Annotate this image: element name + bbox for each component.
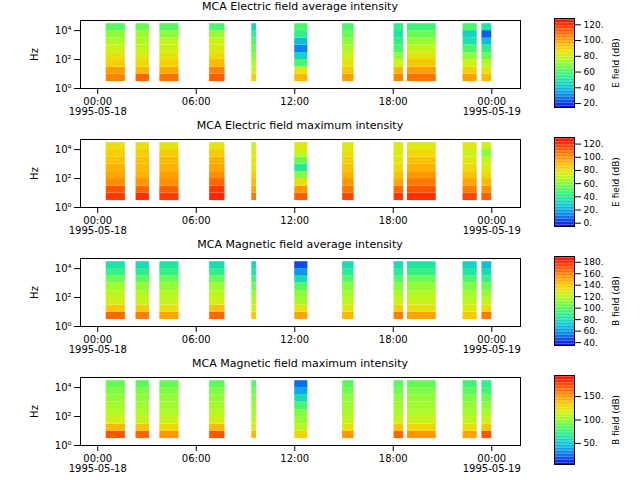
svg-text:B field (dB): B field (dB): [611, 395, 621, 445]
svg-text:12:00: 12:00: [280, 215, 309, 226]
svg-text:00:001995-05-19: 00:001995-05-19: [463, 334, 521, 355]
svg-text:06:00: 06:00: [182, 96, 211, 107]
svg-text:06:00: 06:00: [182, 334, 211, 345]
svg-text:120.: 120.: [584, 139, 604, 149]
svg-text:Hz: Hz: [29, 405, 40, 418]
svg-text:Hz: Hz: [29, 167, 40, 180]
svg-text:20.: 20.: [584, 98, 598, 108]
svg-text:18:00: 18:00: [379, 334, 408, 345]
svg-text:00:001995-05-19: 00:001995-05-19: [463, 215, 521, 236]
svg-text:80.: 80.: [584, 315, 598, 325]
svg-text:18:00: 18:00: [379, 453, 408, 464]
html-text:MCA Electric field average int: MCA Electric field average intensity: [202, 0, 398, 13]
svg-text:10⁴: 10⁴: [55, 382, 72, 393]
svg-text:150.: 150.: [584, 391, 604, 401]
svg-text:E field (dB): E field (dB): [611, 38, 621, 88]
svg-text:Hz: Hz: [29, 48, 40, 61]
svg-text:60.: 60.: [584, 179, 598, 189]
svg-text:10²: 10²: [55, 54, 72, 65]
svg-text:00:001995-05-18: 00:001995-05-18: [69, 453, 127, 474]
svg-text:Hz: Hz: [29, 286, 40, 299]
svg-text:120.: 120.: [584, 20, 604, 30]
svg-text:10²: 10²: [55, 411, 72, 422]
svg-text:0.: 0.: [584, 218, 593, 228]
svg-text:60.: 60.: [584, 326, 598, 336]
svg-text:60: 60: [584, 67, 596, 77]
html-text:MCA Electric field maximum int: MCA Electric field maximum intensity: [196, 119, 404, 132]
svg-text:40.: 40.: [584, 338, 598, 348]
svg-text:50.: 50.: [584, 438, 598, 448]
svg-text:80.: 80.: [584, 51, 598, 61]
svg-text:120.: 120.: [584, 292, 604, 302]
svg-text:10⁰: 10⁰: [55, 440, 72, 451]
svg-text:10²: 10²: [55, 292, 72, 303]
svg-text:10⁰: 10⁰: [55, 83, 72, 94]
svg-text:12:00: 12:00: [280, 334, 309, 345]
html-text:MCA Magnetic field maximum int: MCA Magnetic field maximum intensity: [192, 357, 408, 370]
svg-text:00:001995-05-19: 00:001995-05-19: [463, 453, 521, 474]
svg-text:140.: 140.: [584, 280, 604, 290]
svg-text:100.: 100.: [584, 152, 604, 162]
svg-text:E field (dB): E field (dB): [611, 157, 621, 207]
svg-text:00:001995-05-18: 00:001995-05-18: [69, 334, 127, 355]
svg-text:20.: 20.: [584, 205, 598, 215]
svg-text:12:00: 12:00: [280, 453, 309, 464]
svg-text:10⁴: 10⁴: [55, 25, 72, 36]
svg-text:100.: 100.: [584, 415, 604, 425]
svg-text:B field (dB): B field (dB): [611, 276, 621, 326]
svg-text:80.: 80.: [584, 165, 598, 175]
html-text:MCA Magnetic field average int: MCA Magnetic field average intensity: [197, 238, 403, 251]
svg-text:12:00: 12:00: [280, 96, 309, 107]
svg-text:18:00: 18:00: [379, 96, 408, 107]
svg-text:06:00: 06:00: [182, 215, 211, 226]
svg-text:40.: 40.: [584, 192, 598, 202]
svg-text:00:001995-05-19: 00:001995-05-19: [463, 96, 521, 117]
svg-text:18:00: 18:00: [379, 215, 408, 226]
svg-text:00:001995-05-18: 00:001995-05-18: [69, 96, 127, 117]
svg-text:10⁰: 10⁰: [55, 321, 72, 332]
svg-text:100.: 100.: [584, 35, 604, 45]
svg-text:10⁴: 10⁴: [55, 263, 72, 274]
svg-text:160.: 160.: [584, 269, 604, 279]
svg-text:100.: 100.: [584, 303, 604, 313]
svg-text:10⁴: 10⁴: [55, 144, 72, 155]
svg-text:06:00: 06:00: [182, 453, 211, 464]
svg-text:00:001995-05-18: 00:001995-05-18: [69, 215, 127, 236]
svg-text:40: 40: [584, 83, 596, 93]
svg-text:180.: 180.: [584, 257, 604, 267]
svg-text:10²: 10²: [55, 173, 72, 184]
svg-text:10⁰: 10⁰: [55, 202, 72, 213]
